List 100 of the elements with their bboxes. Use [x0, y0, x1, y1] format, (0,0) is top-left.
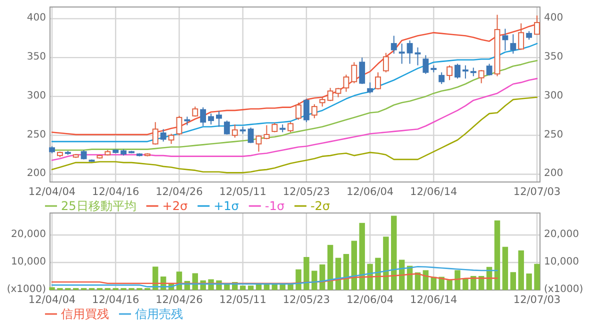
bar: [462, 278, 468, 290]
bar: [49, 287, 55, 290]
y2-tick-label: 10,000: [544, 256, 579, 268]
candlestick: [502, 28, 508, 52]
candlestick: [510, 34, 516, 54]
candlestick: [351, 62, 358, 84]
x-tick-label: 12/04/04: [28, 186, 76, 198]
candlestick: [382, 52, 389, 73]
candlestick: [518, 22, 524, 50]
bar: [327, 244, 334, 290]
bar: [422, 270, 429, 290]
x-tick-label: 12/05/23: [282, 294, 330, 306]
bar: [359, 222, 365, 290]
bar: [518, 250, 524, 290]
legend-label: 信用買残: [61, 307, 109, 321]
bar: [510, 272, 516, 290]
bar: [454, 270, 460, 290]
x-tick-label: 12/05/23: [282, 186, 330, 198]
candlestick: [248, 127, 254, 144]
bar: [391, 216, 397, 290]
x-tick-label: 12/04/26: [156, 294, 204, 306]
x-tick-label: 12/06/04: [346, 294, 394, 306]
y2-tick-label: 300: [544, 90, 564, 102]
bar: [351, 240, 357, 290]
candlestick: [390, 35, 397, 54]
candlestick: [232, 124, 238, 138]
candlestick: [208, 113, 214, 125]
bar: [383, 236, 389, 290]
x-tick-label: 12/07/03: [513, 294, 561, 306]
candlestick: [375, 72, 381, 90]
x-tick-label: 12/04/16: [92, 186, 140, 198]
x-tick-label: 12/06/14: [410, 294, 458, 306]
bar: [240, 286, 246, 290]
bar: [304, 257, 310, 290]
candlestick: [478, 70, 484, 84]
legend-label: -2σ: [310, 199, 330, 213]
x-tick-label: 12/04/16: [92, 294, 140, 306]
candlestick: [200, 106, 206, 126]
bar: [280, 284, 286, 290]
candlestick: [264, 124, 270, 140]
line-series: [51, 78, 538, 161]
candlestick: [359, 57, 366, 84]
candlestick: [462, 64, 468, 80]
y-tick-label: 350: [26, 52, 46, 63]
legend-label: +2σ: [162, 199, 188, 213]
y-tick-label: 300: [26, 90, 46, 102]
candlestick: [422, 54, 429, 74]
bar: [375, 258, 381, 290]
candlestick: [438, 72, 445, 84]
x-tick-label: 12/06/04: [346, 186, 394, 198]
candlestick: [367, 82, 373, 94]
candlestick: [216, 110, 222, 128]
candlestick: [176, 115, 182, 136]
y2-tick-label: 200: [544, 168, 564, 180]
line-series: [51, 96, 538, 174]
y-tick-label: 200: [26, 168, 46, 180]
bar: [248, 286, 254, 290]
candlestick: [288, 122, 294, 133]
legend-label: 25日移動平均: [61, 199, 136, 213]
candlestick: [256, 134, 262, 152]
line-series: [51, 273, 498, 284]
bar: [526, 274, 532, 290]
y-tick-label: 20,000: [11, 229, 46, 240]
bar: [224, 284, 230, 290]
x-tick-label: 12/04/26: [156, 186, 204, 198]
bar: [446, 280, 452, 290]
x-tick-label: 12/06/14: [410, 186, 458, 198]
candlestick: [446, 64, 453, 81]
bar: [494, 220, 500, 290]
legend-label: -1σ: [264, 199, 285, 213]
x-tick-label: 12/07/03: [513, 186, 561, 198]
candlestick: [454, 63, 460, 80]
y-tick-label: 250: [26, 129, 46, 140]
candlestick: [160, 128, 166, 142]
candlestick: [224, 120, 230, 136]
y-tick-label: (x1000): [6, 284, 46, 295]
candlestick: [303, 98, 310, 123]
y2-tick-label: 350: [544, 52, 564, 63]
bar: [502, 246, 508, 290]
y-tick-label: 400: [26, 12, 46, 24]
candlestick: [80, 150, 87, 160]
x-tick-label: 12/05/11: [219, 186, 266, 198]
candlestick: [343, 74, 350, 92]
candlestick: [311, 104, 318, 119]
x-tick-label: 12/05/11: [219, 294, 266, 306]
candlestick: [327, 87, 334, 102]
candlestick: [534, 15, 540, 35]
y2-tick-label: 250: [544, 129, 564, 140]
x-tick-label: 12/04/04: [28, 294, 76, 306]
candlestick: [296, 102, 302, 120]
candlestick: [406, 40, 413, 64]
y2-tick-label: 20,000: [544, 229, 579, 240]
candlestick: [414, 46, 421, 66]
candlestick: [168, 133, 174, 144]
candlestick: [152, 122, 158, 146]
candlestick: [486, 63, 492, 76]
candlestick: [319, 96, 326, 108]
bar: [296, 269, 302, 290]
line-series: [51, 266, 498, 288]
legend-label: 信用売残: [135, 307, 183, 321]
